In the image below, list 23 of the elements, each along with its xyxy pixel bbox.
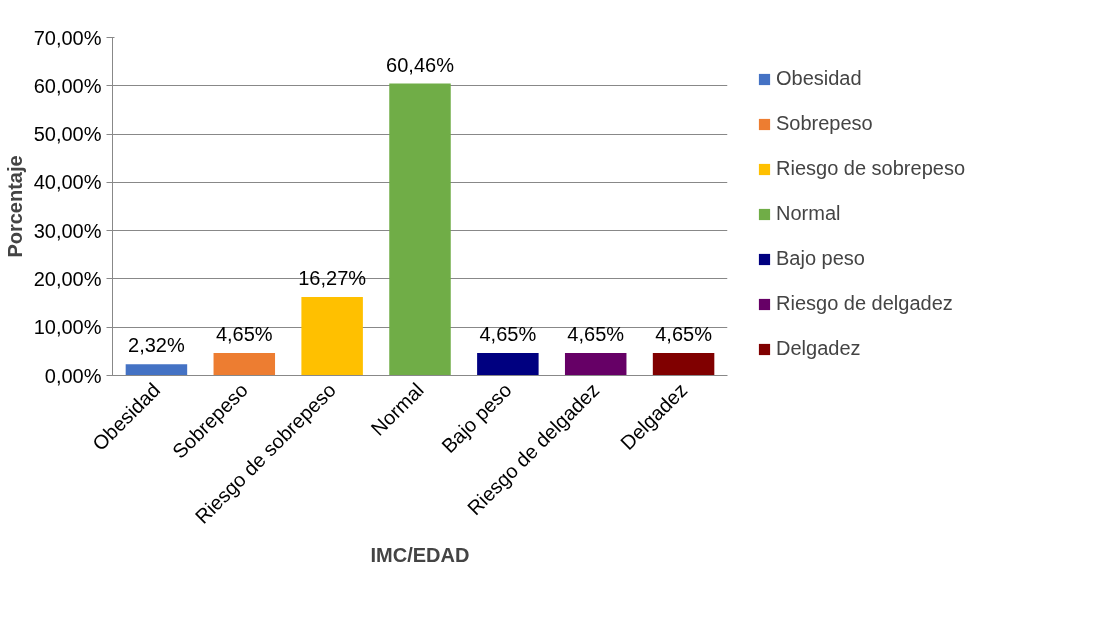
data-label: 4,65%: [655, 323, 713, 346]
legend-label: Obesidad: [776, 67, 862, 90]
x-axis-title: IMC/EDAD: [370, 543, 470, 566]
data-label: 16,27%: [298, 266, 367, 289]
y-tick-label: 20,00%: [33, 267, 102, 290]
data-label: 60,46%: [386, 53, 455, 76]
legend-label: Riesgo de sobrepeso: [776, 157, 966, 180]
legend-label: Delgadez: [776, 337, 861, 360]
legend-label: Normal: [776, 202, 841, 225]
y-tick-label: 40,00%: [33, 171, 102, 194]
y-tick-label: 50,00%: [33, 123, 102, 146]
data-label: 4,65%: [567, 323, 625, 346]
y-tick-label: 70,00%: [33, 26, 102, 49]
legend-label: Sobrepeso: [776, 112, 873, 135]
y-tick-label: 10,00%: [33, 316, 102, 339]
data-label: 4,65%: [479, 323, 537, 346]
data-label: 4,65%: [215, 323, 273, 346]
legend-label: Riesgo de delgadez: [776, 292, 953, 315]
y-tick-label: 30,00%: [33, 219, 102, 242]
data-label: 2,32%: [128, 334, 185, 357]
y-tick-label: 60,00%: [33, 74, 102, 97]
legend-label: Bajo peso: [776, 247, 865, 270]
y-axis-title: Porcentaje: [3, 155, 26, 258]
